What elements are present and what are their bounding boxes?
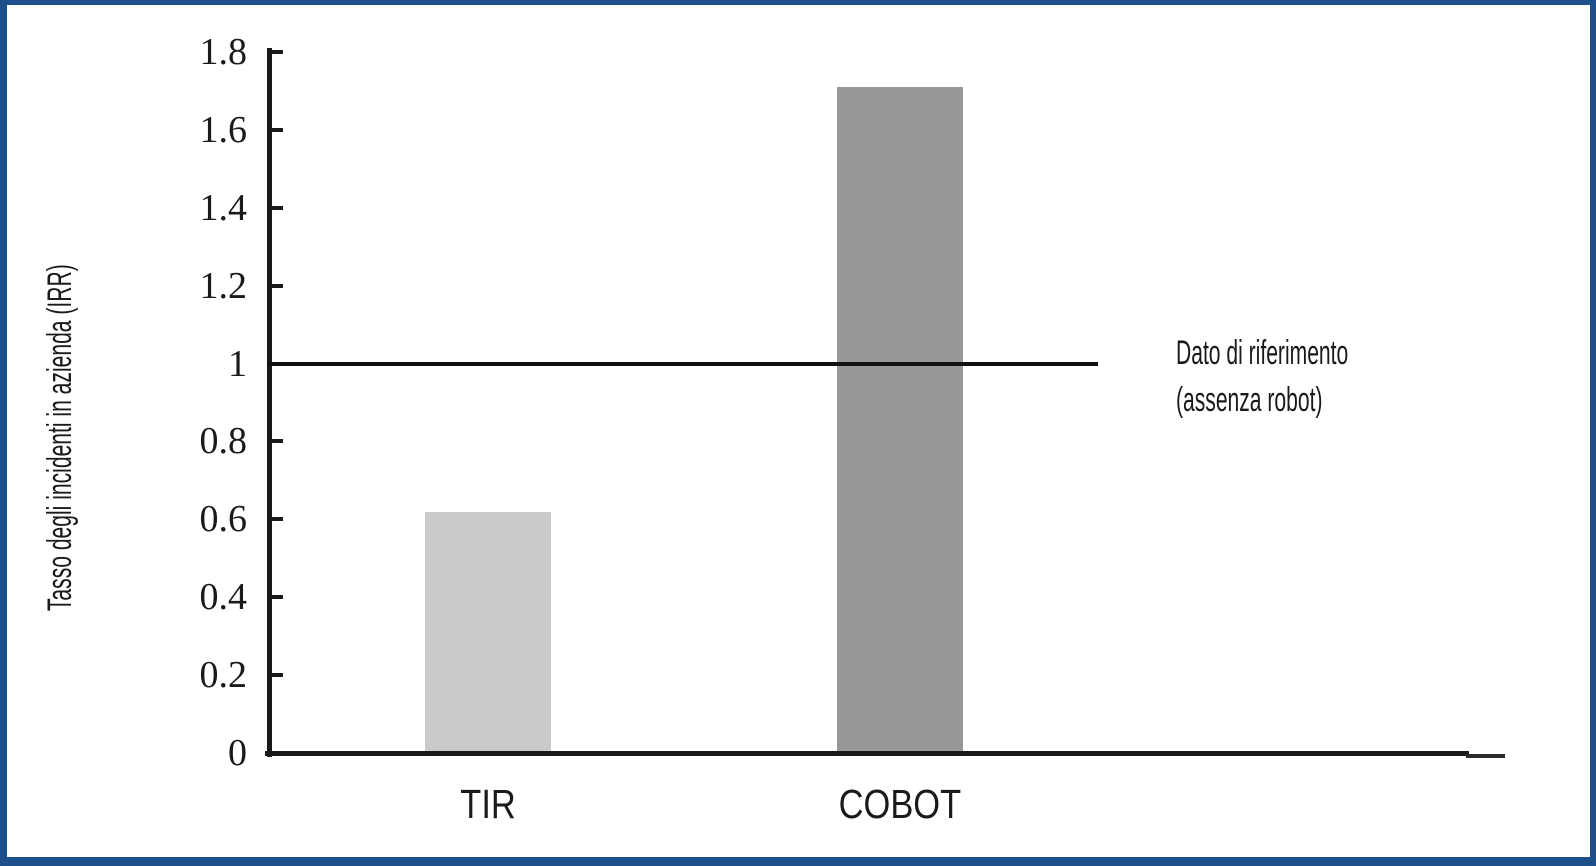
annotation-line-1: Dato di riferimento [1176, 334, 1349, 372]
x-label-cobot: COBOT [750, 782, 1050, 826]
x-label-text: TIR [460, 781, 516, 827]
y-tick-mark [271, 673, 283, 677]
y-tick-label: 1.6 [199, 109, 248, 151]
x-axis-line [265, 751, 1469, 756]
bar-tir [425, 512, 551, 753]
y-tick-mark [271, 50, 283, 54]
bar-cobot [837, 87, 963, 753]
annotation-line-2: (assenza robot) [1176, 381, 1323, 419]
y-tick-label: 1.8 [199, 31, 248, 73]
y-tick-label: 1 [228, 343, 247, 385]
x-label-tir: TIR [338, 782, 638, 826]
y-tick-mark [271, 284, 283, 288]
y-tick-mark [271, 128, 283, 132]
x-axis-end-segment [1466, 754, 1505, 758]
y-tick-mark [271, 517, 283, 521]
y-tick-label: 0.2 [199, 654, 248, 696]
y-tick-label: 0.4 [199, 576, 248, 618]
y-tick-label: 0 [228, 732, 247, 774]
reference-line [267, 362, 1098, 366]
y-tick-label: 1.4 [199, 187, 248, 229]
y-tick-mark [271, 595, 283, 599]
y-tick-label: 1.2 [199, 265, 248, 307]
y-axis-line [267, 48, 272, 757]
reference-line-annotation: Dato di riferimento (assenza robot) [1176, 330, 1454, 424]
x-label-text: COBOT [838, 781, 962, 827]
y-tick-mark [271, 439, 283, 443]
y-tick-mark [271, 206, 283, 210]
y-tick-label: 0.8 [199, 420, 248, 462]
y-tick-label: 0.6 [199, 498, 248, 540]
